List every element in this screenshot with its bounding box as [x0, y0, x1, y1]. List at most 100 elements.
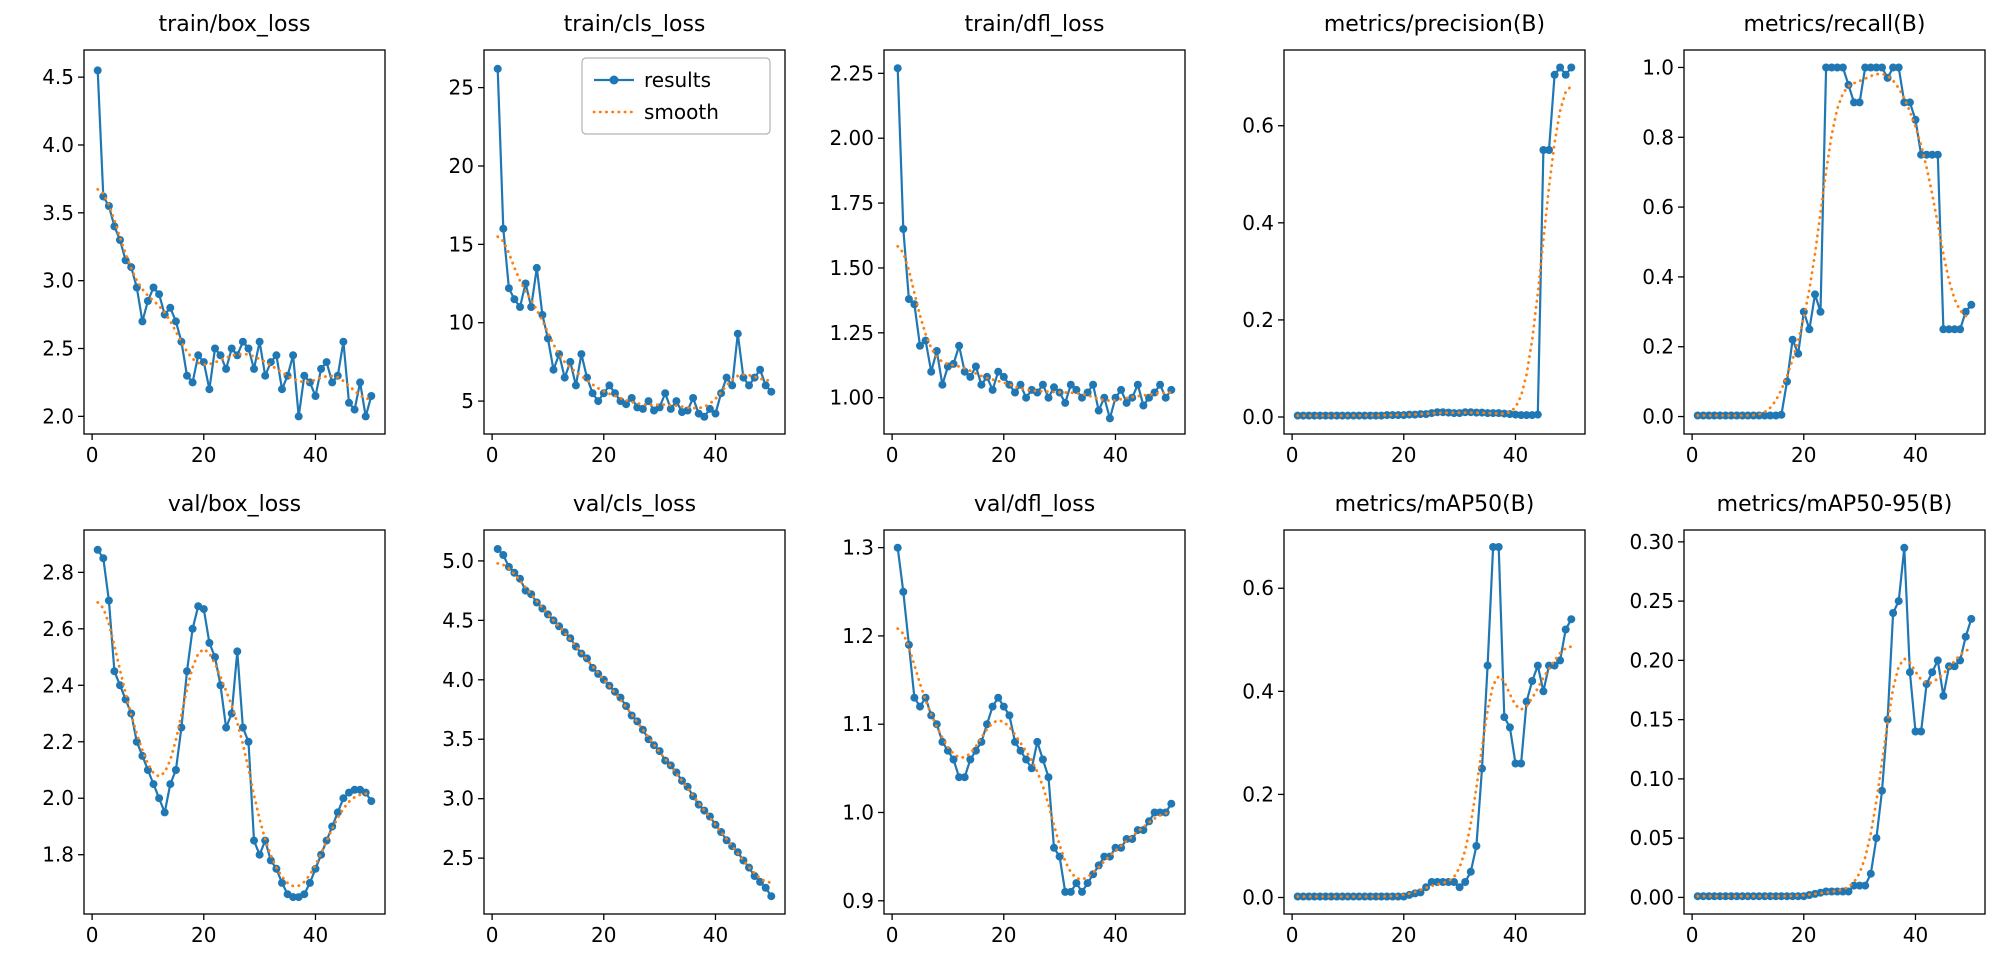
- axes-box: [483, 529, 786, 915]
- y-tick-label: 2.00: [829, 126, 874, 150]
- x-tick-label: 40: [303, 443, 328, 467]
- axes-box: [83, 49, 386, 435]
- smooth-line: [496, 235, 773, 410]
- y-tick-label: 1.2: [842, 624, 874, 648]
- x-tick-label: 20: [1391, 923, 1416, 947]
- y-tick-label: 10: [449, 311, 474, 335]
- results-markers: [1693, 63, 1976, 420]
- axes-box: [1683, 529, 1986, 915]
- results-line: [1297, 545, 1573, 898]
- y-tick-label: 0.4: [1242, 679, 1274, 703]
- chart-train-dfl-loss: train/dfl_loss 1.00 1.25 1.50 1.75 2.00 2.25 0 2…: [829, 12, 1186, 467]
- smooth-line: [1296, 84, 1573, 417]
- chart-train-box-loss: train/box_loss 2.0 2.5 3.0 3.5 4.0 4.5 0 20 40: [42, 12, 386, 467]
- results-markers: [493, 64, 776, 421]
- x-tick-label: 0: [1686, 923, 1699, 947]
- y-tick-label: 4.0: [442, 668, 474, 692]
- y-tick-label: 1.3: [842, 536, 874, 560]
- y-tick-label: 0.4: [1242, 211, 1274, 235]
- x-tick-label: 20: [1791, 923, 1816, 947]
- x-tick-label: 0: [886, 443, 899, 467]
- x-tick-label: 0: [486, 443, 499, 467]
- legend-label-results: results: [644, 68, 711, 92]
- chart-val-cls-loss: val/cls_loss 2.5 3.0 3.5 4.0 4.5 5.0 0 20 40: [442, 492, 786, 947]
- y-tick-label: 1.00: [829, 386, 874, 410]
- results-markers: [893, 543, 1176, 896]
- y-tick-label: 0.15: [1629, 708, 1674, 732]
- y-tick-label: 3.0: [442, 787, 474, 811]
- x-tick-label: 40: [1503, 923, 1528, 947]
- chart-metrics-map50-95-b: metrics/mAP50-95(B) 0.00 0.05 0.10 0.15 0.20 0…: [1629, 492, 1986, 947]
- y-tick-label: 15: [449, 232, 474, 256]
- x-tick-label: 0: [1286, 923, 1299, 947]
- y-tick-label: 0.6: [1242, 114, 1274, 138]
- y-tick-label: 25: [449, 76, 474, 100]
- x-tick-label: 0: [486, 923, 499, 947]
- smooth-line: [896, 244, 1173, 403]
- smooth-line: [896, 627, 1173, 881]
- y-tick-label: 0.25: [1629, 589, 1674, 613]
- subplot-cell-val-box-loss: val/box_loss 1.8 2.0 2.2 2.4 2.6 2.8 0 20 40: [0, 480, 400, 960]
- x-tick-label: 0: [886, 923, 899, 947]
- y-tick-label: 3.5: [442, 727, 474, 751]
- x-tick-label: 20: [991, 443, 1016, 467]
- subplot-cell-metrics-recall-b: metrics/recall(B) 0.0 0.2 0.4 0.6 0.8 1.0 0 20 40: [1600, 0, 1999, 480]
- smooth-line: [1696, 72, 1973, 417]
- x-tick-label: 20: [191, 443, 216, 467]
- chart-title: metrics/mAP50(B): [1335, 492, 1535, 517]
- y-tick-label: 0.0: [1242, 405, 1274, 429]
- y-tick-label: 2.0: [42, 404, 74, 428]
- y-tick-label: 1.50: [829, 256, 874, 280]
- chart-metrics-precision-b: metrics/precision(B) 0.0 0.2 0.4 0.6 0 20 40: [1242, 12, 1586, 467]
- results-markers: [93, 545, 376, 902]
- x-tick-label: 0: [86, 443, 99, 467]
- y-tick-label: 0.0: [1242, 886, 1274, 910]
- y-tick-label: 0.2: [1642, 335, 1674, 359]
- x-tick-label: 40: [1103, 443, 1128, 467]
- y-tick-label: 1.25: [829, 321, 874, 345]
- y-tick-label: 2.25: [829, 61, 874, 85]
- y-tick-label: 2.4: [42, 673, 74, 697]
- x-tick-label: 20: [591, 923, 616, 947]
- chart-title: train/cls_loss: [564, 12, 706, 37]
- results-line: [96, 70, 373, 418]
- chart-metrics-map50-b: metrics/mAP50(B) 0.0 0.2 0.4 0.6 0 20 40: [1242, 492, 1586, 947]
- y-tick-label: 1.75: [829, 191, 874, 215]
- subplot-cell-train-dfl-loss: train/dfl_loss 1.00 1.25 1.50 1.75 2.00 2.25 0 2…: [800, 0, 1200, 480]
- y-tick-label: 2.5: [42, 337, 74, 361]
- results-markers: [1293, 543, 1576, 901]
- smooth-line: [1696, 647, 1973, 898]
- results-markers: [1293, 63, 1576, 420]
- x-tick-label: 20: [1791, 443, 1816, 467]
- legend-label-smooth: smooth: [644, 100, 719, 124]
- chart-title: val/cls_loss: [573, 492, 696, 517]
- subplot-cell-metrics-map50-95-b: metrics/mAP50-95(B) 0.00 0.05 0.10 0.15 0.20 0…: [1600, 480, 1999, 960]
- results-line: [1697, 546, 1973, 898]
- y-tick-label: 0.2: [1242, 308, 1274, 332]
- y-tick-label: 1.1: [842, 712, 874, 736]
- y-tick-label: 1.8: [42, 843, 74, 867]
- results-line: [896, 68, 1173, 420]
- chart-title: train/box_loss: [159, 12, 311, 37]
- y-tick-label: 0.2: [1242, 782, 1274, 806]
- chart-val-box-loss: val/box_loss 1.8 2.0 2.2 2.4 2.6 2.8 0 20 40: [42, 492, 386, 947]
- y-tick-label: 3.0: [42, 269, 74, 293]
- y-tick-label: 4.0: [42, 133, 74, 157]
- results-markers: [93, 66, 376, 421]
- x-tick-label: 0: [86, 923, 99, 947]
- results-line: [96, 549, 373, 899]
- chart-title: val/dfl_loss: [974, 492, 1095, 517]
- chart-title: metrics/precision(B): [1324, 12, 1545, 37]
- x-tick-label: 20: [591, 443, 616, 467]
- x-tick-label: 0: [1286, 443, 1299, 467]
- y-tick-label: 0.0: [1642, 405, 1674, 429]
- results-markers: [1693, 543, 1976, 901]
- axes-box: [883, 529, 1186, 915]
- y-tick-label: 1.0: [842, 800, 874, 824]
- x-tick-label: 40: [703, 923, 728, 947]
- y-tick-label: 1.0: [1642, 55, 1674, 79]
- chart-metrics-recall-b: metrics/recall(B) 0.0 0.2 0.4 0.6 0.8 1.0 0 20 40: [1642, 12, 1986, 467]
- y-tick-label: 2.6: [42, 617, 74, 641]
